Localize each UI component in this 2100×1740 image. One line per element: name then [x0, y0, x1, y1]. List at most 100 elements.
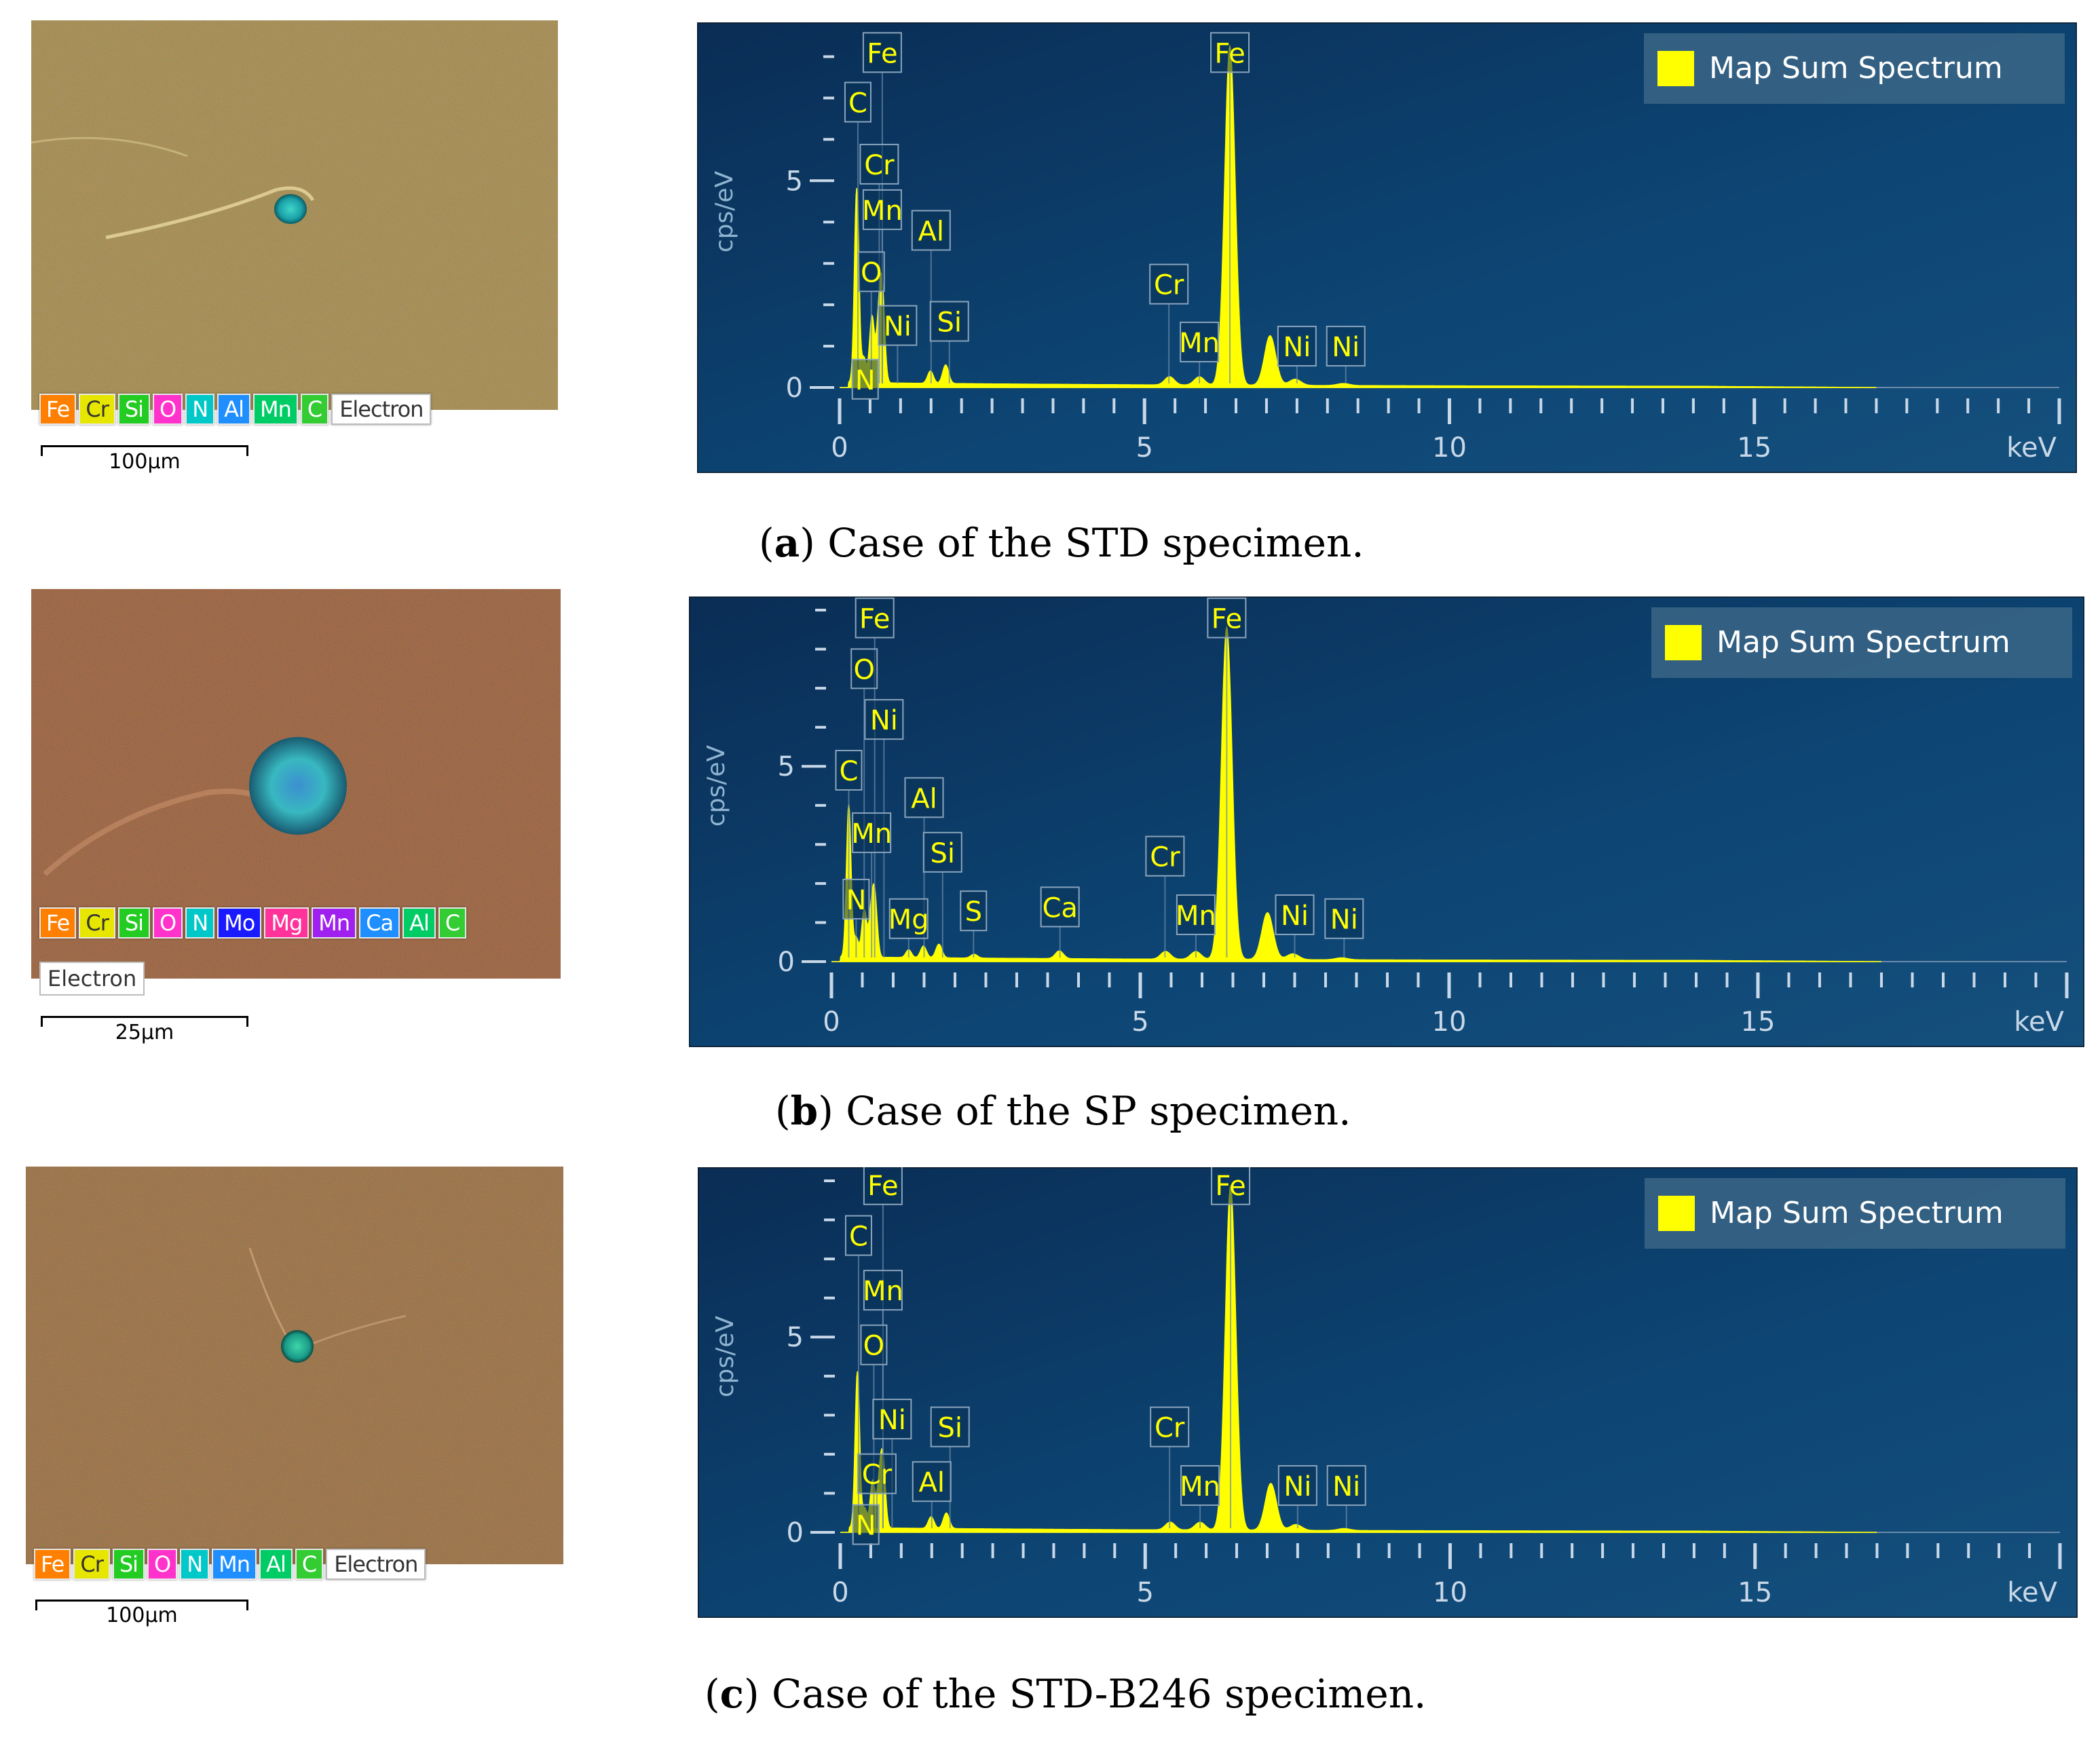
- peak-label-text: Si: [937, 307, 962, 338]
- y-tick-label: 5: [778, 751, 795, 782]
- caption: (a) Case of the STD specimen.: [759, 520, 1364, 566]
- panel-a: Fe Cr Si O N Al Mn C Electron 100µm cps/eV 0 5 0 5 10…: [0, 0, 2100, 570]
- peak-label-text: O: [861, 257, 882, 288]
- peak-label: Si: [930, 1406, 970, 1528]
- peak-label-text: N: [856, 1510, 876, 1541]
- scale-bar: [41, 1016, 248, 1027]
- peak-label: C: [844, 1215, 872, 1528]
- legend-chip-si: Si: [117, 394, 151, 425]
- caption-letter: a: [774, 520, 800, 566]
- peak-label: N: [842, 878, 870, 958]
- legend-chip-fe: Fe: [39, 907, 77, 939]
- peak-label-text: O: [863, 1331, 884, 1362]
- peak-label-text: Cr: [1154, 270, 1184, 301]
- legend-chip-mg: Mg: [264, 907, 310, 939]
- peak-label: Fe: [863, 1167, 903, 1528]
- legend-chip-n: N: [180, 1549, 210, 1580]
- caption: (b) Case of the SP specimen.: [775, 1088, 1351, 1134]
- peak-label-text: Ni: [1283, 332, 1311, 363]
- y-axis-label: cps/eV: [711, 170, 738, 252]
- legend-chip-n: N: [185, 394, 215, 425]
- legend-chip-fe: Fe: [39, 394, 77, 425]
- peak-label: Ni: [878, 305, 918, 383]
- peak-label-text: Ni: [1283, 1471, 1311, 1502]
- peak-label: Ni: [1324, 898, 1364, 958]
- x-axis-label: keV: [2014, 1006, 2064, 1038]
- peak-label-text: Ca: [1042, 892, 1077, 924]
- caption: (c) Case of the STD-B246 specimen.: [705, 1671, 1427, 1717]
- peak-label: Fe: [862, 32, 902, 383]
- y-tick-label: 5: [787, 1322, 804, 1353]
- peak-label-text: Mn: [1180, 1471, 1220, 1502]
- peak-label-text: Ni: [1330, 905, 1358, 936]
- caption-letter: b: [790, 1088, 819, 1134]
- peak-label-text: Al: [918, 216, 944, 247]
- peak-label: Ni: [1326, 326, 1366, 383]
- legend-swatch: [1657, 51, 1694, 86]
- legend-chip-o: O: [147, 1549, 178, 1580]
- legend-swatch: [1665, 625, 1702, 660]
- legend-label: Map Sum Spectrum: [1709, 51, 2003, 86]
- legend-chip-al: Al: [402, 907, 436, 939]
- legend-chip-cr: Cr: [73, 1549, 110, 1580]
- peak-label-text: Ni: [878, 1405, 906, 1436]
- y-tick-label: 5: [786, 166, 803, 197]
- legend-chip-c: C: [438, 907, 467, 939]
- peak-label-text: C: [848, 88, 867, 119]
- legend-chip-mn: Mn: [212, 1549, 257, 1580]
- peak-label: Cr: [1145, 835, 1185, 958]
- chart-legend: Map Sum Spectrum: [1651, 607, 2072, 678]
- chart-legend: Map Sum Spectrum: [1645, 1178, 2065, 1249]
- peak-label-text: Mn: [1176, 901, 1216, 932]
- peak-label-text: Mn: [862, 195, 903, 227]
- peak-label-text: Mn: [1179, 328, 1220, 359]
- peak-label-text: Fe: [1214, 38, 1245, 69]
- peak-label: Fe: [1210, 32, 1250, 383]
- scale-bar: [41, 445, 248, 456]
- caption-text: ) Case of the STD specimen.: [800, 520, 1364, 566]
- x-axis-label: keV: [2006, 432, 2057, 464]
- scale-bar: [35, 1600, 248, 1610]
- x-axis-label: keV: [2007, 1577, 2057, 1608]
- x-tick-label: 5: [1136, 432, 1153, 464]
- spectrum-series: [831, 625, 1881, 962]
- y-tick-label: 0: [778, 947, 795, 978]
- peak-label: Mn: [1176, 894, 1216, 958]
- peak-label-text: S: [965, 896, 982, 928]
- peak-label-text: Al: [919, 1467, 945, 1498]
- peak-label-text: C: [840, 756, 859, 787]
- legend-chip-mn: Mn: [252, 394, 298, 425]
- peak-label: Mn: [1179, 321, 1220, 383]
- legend-chip-al: Al: [259, 1549, 293, 1580]
- peak-label-text: Cr: [1150, 842, 1180, 873]
- x-tick-label: 0: [831, 432, 848, 464]
- peak-label-text: Al: [911, 783, 937, 814]
- peak-label: S: [960, 890, 988, 958]
- y-tick-label: 0: [786, 373, 803, 404]
- spectrum-svg: cps/eV 0 5 0 5 10 15 keV Fe C Mn O Ni Si Cr N Al Cr Mn Fe Ni…: [698, 1167, 2078, 1618]
- legend-chip-n: N: [185, 907, 215, 939]
- caption-letter: c: [719, 1671, 744, 1717]
- x-tick-label: 5: [1131, 1006, 1148, 1038]
- peak-label-text: Mn: [851, 818, 892, 850]
- chart-legend: Map Sum Spectrum: [1644, 33, 2065, 104]
- legend-chip-ca: Ca: [359, 907, 400, 939]
- y-axis-label: cps/eV: [711, 1315, 739, 1397]
- panel-c: Fe Cr Si O N Mn Al C Electron 100µm cps/eV 0 5 0 5 10…: [0, 1147, 2100, 1717]
- legend-chip-fe: Fe: [34, 1549, 71, 1580]
- x-tick-label: 15: [1741, 1006, 1776, 1038]
- element-legend: Fe Cr Si O N Mn Al C Electron: [34, 1549, 426, 1580]
- peak-label: Ni: [1275, 894, 1315, 958]
- peak-label: Fe: [1211, 1167, 1251, 1528]
- legend-chip-al: Al: [217, 394, 250, 425]
- element-legend: Fe Cr Si O N Al Mn C Electron: [39, 394, 432, 425]
- x-tick-label: 10: [1432, 1006, 1467, 1038]
- spectrum-chart: cps/eV 0 5 0 5 10 15 keV Fe O Ni C Al Mn Si N Mg S Ca Cr Mn F…: [689, 597, 2084, 1047]
- peak-label: Cr: [1150, 1406, 1190, 1528]
- spectrum-series: [840, 1184, 1877, 1533]
- peak-label-text: Cr: [1155, 1413, 1185, 1444]
- legend-chip-cr: Cr: [79, 907, 115, 939]
- peak-label: Mg: [888, 898, 929, 958]
- x-tick-label: 10: [1432, 432, 1467, 464]
- scale-label: 100µm: [109, 450, 181, 474]
